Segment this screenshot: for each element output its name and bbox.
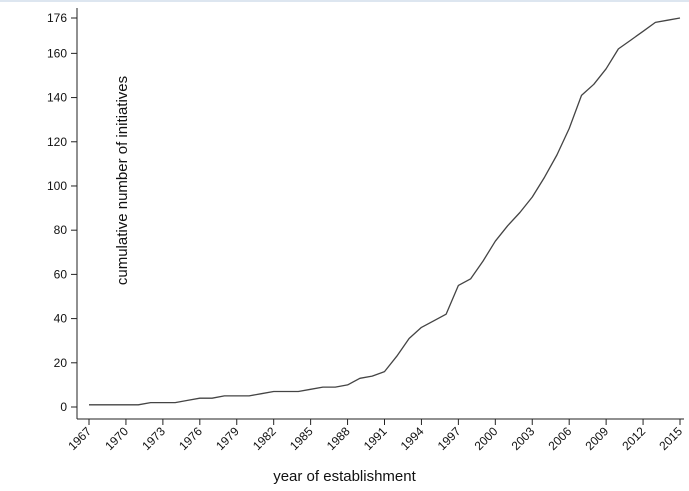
x-tick-label: 2006 xyxy=(546,424,575,453)
x-tick-label: 2003 xyxy=(509,424,538,453)
x-tick-label: 2012 xyxy=(619,424,648,453)
y-axis-label: cumulative number of initiatives xyxy=(114,76,131,285)
y-tick-label: 20 xyxy=(54,356,68,370)
x-tick-label: 1967 xyxy=(65,424,94,453)
axes xyxy=(77,8,684,419)
y-tick-label: 80 xyxy=(54,223,68,237)
y-tick-label: 176 xyxy=(47,11,67,25)
x-tick-label: 1982 xyxy=(250,424,279,453)
y-ticks: 0 20 40 60 80 100 120 140 160 176 xyxy=(47,11,77,414)
x-tick-label: 1997 xyxy=(435,424,464,453)
x-tick-label: 1991 xyxy=(361,424,390,453)
series-line xyxy=(89,18,680,405)
series-group xyxy=(89,18,680,405)
y-tick-label: 60 xyxy=(54,267,68,281)
x-tick-label: 1985 xyxy=(287,424,316,453)
x-axis-label: year of establishment xyxy=(0,468,689,485)
x-tick-label: 2000 xyxy=(472,424,501,453)
x-tick-label: 1979 xyxy=(213,424,242,453)
y-tick-label: 120 xyxy=(47,135,67,149)
x-tick-label: 1988 xyxy=(324,424,353,453)
y-tick-label: 140 xyxy=(47,91,67,105)
y-tick-label: 0 xyxy=(60,400,67,414)
x-tick-label: 1970 xyxy=(102,424,131,453)
x-tick-label: 2015 xyxy=(656,424,685,453)
x-tick-label: 2009 xyxy=(582,424,611,453)
y-tick-label: 40 xyxy=(54,312,68,326)
y-tick-label: 160 xyxy=(47,46,67,60)
x-tick-label: 1976 xyxy=(176,424,205,453)
x-tick-label: 1994 xyxy=(398,424,427,453)
x-tick-label: 1973 xyxy=(139,424,168,453)
x-ticks: 1967 1970 1973 1976 1979 1982 1985 1988 1991 1994… xyxy=(65,419,685,453)
y-tick-label: 100 xyxy=(47,179,67,193)
